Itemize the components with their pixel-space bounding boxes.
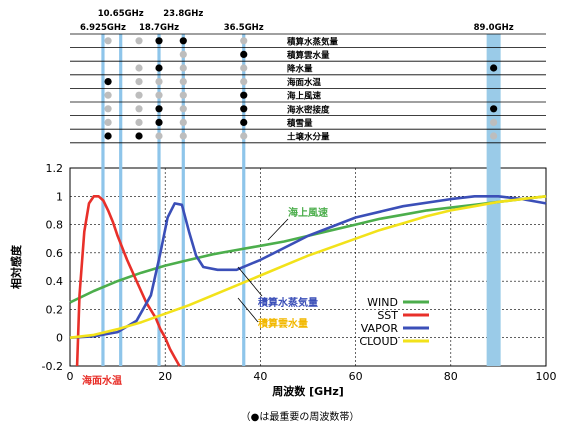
secondary-band-dot (240, 132, 248, 140)
frequency-band-line (157, 34, 161, 366)
annotation-leader (237, 266, 263, 297)
x-tick-label: 0 (67, 370, 74, 383)
frequency-band-89 (486, 34, 501, 366)
secondary-band-dot (490, 132, 498, 140)
frequency-band-line (181, 34, 185, 366)
important-band-dot (490, 105, 498, 113)
y-tick-label: 0.6 (46, 247, 64, 260)
secondary-band-dot (104, 105, 112, 113)
frequency-label: 6.925GHz (80, 23, 126, 33)
important-band-dot (240, 50, 248, 59)
frequency-label: 89.0GHz (474, 23, 514, 33)
legend-label: CLOUD (359, 335, 398, 348)
important-band-dot (135, 132, 143, 140)
secondary-band-dot (104, 37, 112, 45)
legend-label: SST (377, 309, 398, 322)
secondary-band-dot (240, 78, 248, 86)
x-tick-label: 60 (349, 370, 363, 383)
secondary-band-dot (240, 64, 248, 72)
table-row-label: 積算水蒸気量 (286, 36, 339, 47)
important-band-dot (240, 118, 248, 126)
y-tick-label: 0.4 (46, 275, 64, 288)
secondary-band-dot (179, 118, 187, 126)
important-band-dot (155, 118, 163, 126)
frequency-label: 23.8GHz (163, 9, 203, 19)
secondary-band-dot (104, 91, 112, 99)
annotation-leader (237, 297, 259, 323)
important-band-dot (240, 91, 248, 99)
secondary-band-dot (179, 132, 187, 140)
annotation-vapor: 積算水蒸気量 (257, 296, 318, 309)
legend-label: VAPOR (361, 322, 399, 335)
secondary-band-dot (155, 78, 163, 86)
y-axis-label: 相対感度 (9, 244, 23, 289)
secondary-band-dot (104, 118, 112, 126)
important-band-dot (104, 132, 112, 140)
frequency-label: 18.7GHz (139, 23, 179, 33)
annotation-sst: 海面水温 (82, 374, 122, 387)
important-band-dot (490, 64, 498, 72)
secondary-band-dot (135, 37, 143, 45)
x-tick-label: 80 (444, 370, 458, 383)
secondary-band-dot (155, 91, 163, 99)
important-band-dot (240, 105, 248, 113)
table-row-label: 土壌水分量 (287, 132, 330, 143)
secondary-band-dot (179, 78, 187, 86)
important-band-dot (155, 37, 163, 45)
x-tick-label: 100 (536, 370, 557, 383)
series-line-vapor (69, 195, 547, 339)
y-tick-label: 1.2 (46, 162, 64, 175)
table-row-label: 積雪量 (286, 118, 313, 129)
important-band-dot (155, 105, 163, 113)
secondary-band-dot (179, 91, 187, 99)
series-line-cloud (69, 195, 547, 339)
important-band-dot (179, 37, 187, 45)
frequency-label: 36.5GHz (224, 23, 264, 33)
secondary-band-dot (179, 64, 187, 72)
y-tick-label: 0.2 (46, 303, 64, 316)
footnote: （●は最重要の周波数帯） (241, 410, 360, 423)
x-tick-label: 20 (158, 370, 172, 383)
plot-area (69, 167, 547, 367)
frequency-band-line (242, 34, 246, 366)
secondary-band-dot (179, 105, 187, 113)
annotation-wind: 海上風速 (288, 206, 328, 219)
annotation-leader (267, 218, 289, 241)
frequency-label: 10.65GHz (98, 9, 144, 19)
table-row-label: 海面水温 (287, 77, 322, 88)
table-row-label: 海上風速 (287, 91, 322, 102)
x-tick-label: 40 (253, 370, 267, 383)
y-tick-label: 0 (56, 332, 63, 345)
secondary-band-dot (155, 132, 163, 140)
important-band-dot (155, 64, 163, 72)
important-band-dot (104, 78, 112, 86)
secondary-band-dot (179, 50, 187, 59)
table-row-label: 積算雲水量 (286, 50, 330, 61)
legend-label: WIND (367, 296, 398, 309)
series-line-sst (75, 195, 181, 367)
secondary-band-dot (135, 78, 143, 86)
secondary-band-dot (240, 37, 248, 45)
annotation-cloud: 積算雲水量 (257, 317, 308, 330)
y-tick-label: 0.8 (46, 219, 64, 232)
table-row-label: 降水量 (287, 64, 313, 75)
secondary-band-dot (490, 118, 498, 126)
secondary-band-dot (135, 64, 143, 72)
y-tick-label: 1 (56, 190, 63, 203)
x-axis-label: 周波数 [GHz] (272, 384, 344, 398)
secondary-band-dot (135, 105, 143, 113)
frequency-band-line (119, 34, 123, 366)
y-tick-label: -0.2 (42, 360, 63, 373)
table-row-label: 海氷密接度 (287, 104, 330, 115)
secondary-band-dot (135, 91, 143, 99)
secondary-band-dot (135, 118, 143, 126)
